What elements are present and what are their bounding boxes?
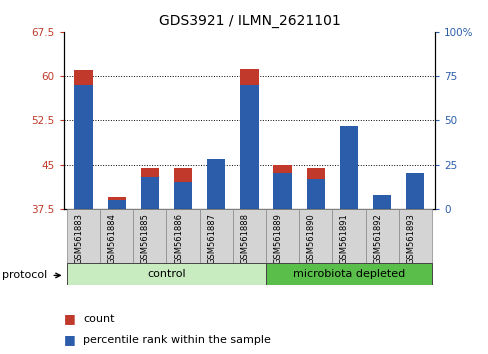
Bar xyxy=(398,209,431,264)
Bar xyxy=(240,85,258,209)
Bar xyxy=(306,167,324,209)
Bar xyxy=(372,197,390,209)
Bar xyxy=(339,126,357,209)
Text: GSM561890: GSM561890 xyxy=(306,213,315,264)
Bar xyxy=(306,179,324,209)
Bar xyxy=(67,209,100,264)
Text: microbiota depleted: microbiota depleted xyxy=(292,269,404,279)
Bar xyxy=(107,200,125,209)
Bar xyxy=(406,173,424,209)
Bar xyxy=(265,209,299,264)
Bar xyxy=(74,70,92,209)
Bar xyxy=(240,69,258,209)
Text: GSM561893: GSM561893 xyxy=(406,213,414,264)
Text: GSM561891: GSM561891 xyxy=(339,213,348,264)
Bar xyxy=(166,209,199,264)
Bar xyxy=(141,177,159,209)
Text: ■: ■ xyxy=(63,333,75,346)
Bar xyxy=(273,173,291,209)
Bar xyxy=(339,129,357,209)
Text: control: control xyxy=(147,269,185,279)
Bar xyxy=(67,263,265,285)
Text: GSM561889: GSM561889 xyxy=(273,213,282,264)
Bar xyxy=(372,195,390,209)
Text: ■: ■ xyxy=(63,312,75,325)
Bar xyxy=(365,209,398,264)
Text: GSM561888: GSM561888 xyxy=(240,213,249,264)
Bar xyxy=(206,165,225,209)
Bar xyxy=(74,85,92,209)
Bar xyxy=(133,209,166,264)
Text: protocol: protocol xyxy=(2,270,48,280)
Text: GSM561884: GSM561884 xyxy=(107,213,117,264)
Bar xyxy=(141,167,159,209)
Bar xyxy=(273,165,291,209)
Bar xyxy=(199,209,232,264)
Bar xyxy=(174,167,192,209)
Text: GSM561887: GSM561887 xyxy=(207,213,216,264)
Text: GSM561883: GSM561883 xyxy=(74,213,83,264)
Text: count: count xyxy=(83,314,114,324)
Text: GSM561892: GSM561892 xyxy=(372,213,381,264)
Bar xyxy=(100,209,133,264)
Bar xyxy=(107,197,125,209)
Bar xyxy=(299,209,332,264)
Bar xyxy=(265,263,431,285)
Text: GSM561886: GSM561886 xyxy=(174,213,183,264)
Bar xyxy=(232,209,265,264)
Text: GSM561885: GSM561885 xyxy=(141,213,149,264)
Bar xyxy=(332,209,365,264)
Bar xyxy=(406,173,424,209)
Bar xyxy=(174,182,192,209)
Title: GDS3921 / ILMN_2621101: GDS3921 / ILMN_2621101 xyxy=(158,14,340,28)
Text: percentile rank within the sample: percentile rank within the sample xyxy=(83,335,270,345)
Bar xyxy=(206,159,225,209)
